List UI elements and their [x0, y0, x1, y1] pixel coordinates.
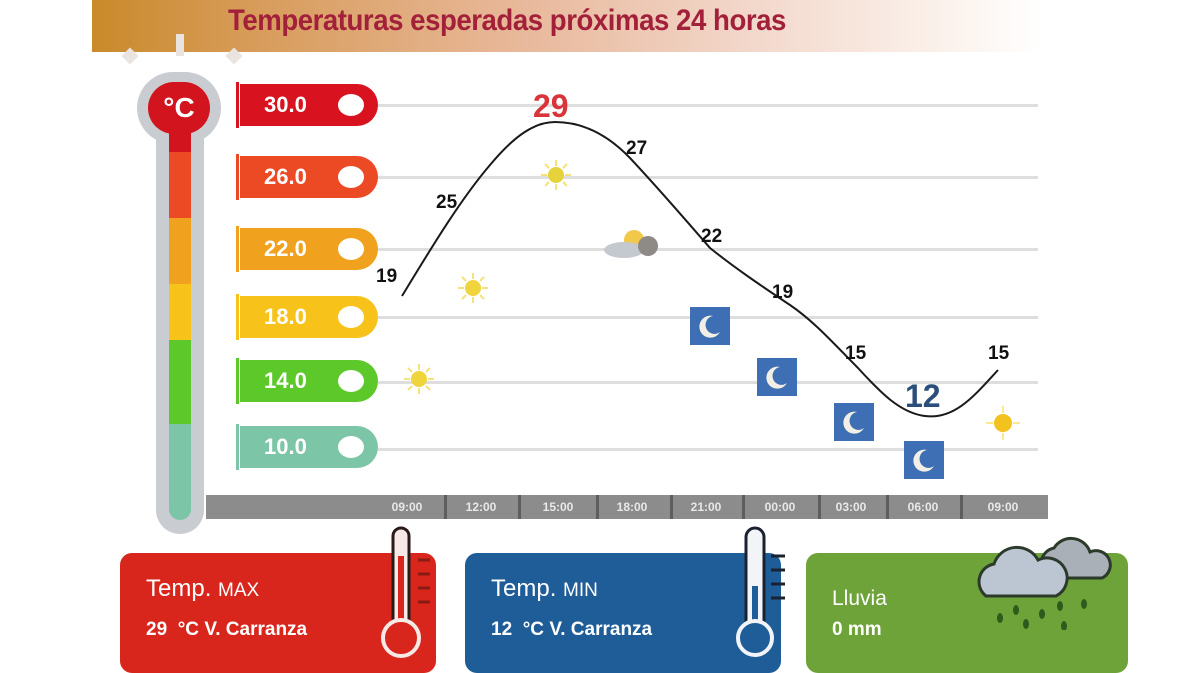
thermometer-hot-icon — [381, 526, 430, 658]
gridline-22 — [378, 248, 1038, 251]
card-title: Temp. MAX — [146, 575, 259, 603]
moon-icon — [834, 403, 874, 441]
card-value-line: 29 °C V. Carranza — [146, 619, 307, 641]
sun-icon — [541, 160, 571, 190]
data-label: 22 — [701, 226, 723, 247]
celsius-icon: °C — [148, 82, 210, 134]
data-label: 19 — [376, 266, 398, 287]
card-unit: °C — [177, 619, 200, 640]
card-title-main: Temp. — [491, 575, 557, 602]
moon-icon — [904, 441, 944, 479]
moon-icon — [690, 307, 730, 345]
scale-tag-label: 30.0 — [264, 92, 307, 117]
thermometer-segment-orange — [169, 152, 191, 218]
page-title: Temperaturas esperadas próximas 24 horas — [228, 4, 786, 37]
x-tick: 18:00 — [616, 500, 648, 514]
x-tick: 03:00 — [835, 500, 867, 514]
card-value: 12 — [491, 619, 513, 640]
scale-tag-bar — [236, 154, 239, 200]
x-separator — [670, 495, 673, 519]
thermometer-cold-icon — [736, 526, 785, 657]
card-unit: °C — [522, 619, 545, 640]
data-label: 15 — [988, 343, 1010, 364]
gridline-26 — [378, 176, 1038, 179]
scale-tag-30: 30.0 — [236, 82, 378, 128]
card-temp-min: Temp. MIN 12 °C V. Carranza — [465, 553, 781, 673]
card-title: Lluvia — [832, 587, 887, 610]
scale-dot-icon — [338, 238, 364, 260]
card-temp-max: Temp. MAX 29 °C V. Carranza — [120, 553, 436, 673]
sun-icon — [458, 273, 488, 303]
x-separator — [444, 495, 447, 519]
scale-tag-label: 26.0 — [264, 164, 307, 189]
x-tick: 06:00 — [907, 500, 939, 514]
x-separator — [818, 495, 821, 519]
scale-dot-icon — [338, 306, 364, 328]
x-tick: 12:00 — [465, 500, 497, 514]
scale-tag-label: 22.0 — [264, 236, 307, 261]
x-axis-bar — [206, 495, 1048, 519]
card-value-line: 12 °C V. Carranza — [491, 619, 652, 641]
gridline-10 — [378, 448, 1038, 451]
sun-icon — [404, 364, 434, 394]
scale-tag-26: 26.0 — [236, 154, 378, 200]
scale-dot-icon — [338, 370, 364, 392]
card-value: 0 mm — [832, 619, 882, 640]
data-label-min: 12 — [905, 378, 941, 414]
card-title-suffix: MIN — [563, 580, 598, 601]
decorative-tick — [176, 34, 184, 56]
scale-tag-22: 22.0 — [236, 226, 378, 272]
scale-dot-icon — [338, 166, 364, 188]
card-place: V. Carranza — [204, 619, 308, 640]
thermometer-segment-amber — [169, 218, 191, 284]
scale-tag-bar — [236, 294, 239, 340]
scale-tag-bar — [236, 226, 239, 272]
scale-tag-18: 18.0 — [236, 294, 378, 340]
data-label: 15 — [845, 343, 867, 364]
x-separator — [960, 495, 963, 519]
scale-dot-icon — [338, 436, 364, 458]
scale-tag-bar — [236, 358, 239, 404]
scale-dot-icon — [338, 94, 364, 116]
sun-icon — [986, 406, 1020, 440]
moon-icon — [757, 358, 797, 396]
partly-cloudy-icon — [604, 230, 658, 258]
x-tick: 15:00 — [542, 500, 574, 514]
scale-tag-bar — [236, 82, 239, 128]
data-label: 19 — [772, 282, 794, 303]
rain-cloud-icon — [977, 536, 1112, 630]
x-tick: 09:00 — [987, 500, 1019, 514]
card-title: Temp. MIN — [491, 575, 598, 603]
scale-tag-label: 18.0 — [264, 304, 307, 329]
thermometer-segment-red — [169, 128, 191, 152]
data-label: 25 — [436, 192, 458, 213]
thermometer-segment-green — [169, 340, 191, 424]
scale-tag-10: 10.0 — [236, 424, 378, 470]
x-separator — [886, 495, 889, 519]
data-label-max: 29 — [533, 88, 569, 124]
card-title-main: Temp. — [146, 575, 212, 602]
x-tick: 21:00 — [690, 500, 722, 514]
data-label: 27 — [626, 138, 648, 159]
gridline-14 — [378, 381, 1038, 384]
x-tick: 09:00 — [391, 500, 423, 514]
scale-tag-label: 10.0 — [264, 434, 307, 459]
scale-tag-label: 14.0 — [264, 368, 307, 393]
scale-tag-bar — [236, 424, 239, 470]
gridline-30 — [378, 104, 1038, 107]
thermometer-segment-teal — [169, 424, 191, 520]
header-banner — [92, 0, 1042, 52]
thermometer-segment-yellow — [169, 284, 191, 340]
card-place: V. Carranza — [549, 619, 653, 640]
card-title-suffix: MAX — [218, 580, 260, 601]
x-separator — [518, 495, 521, 519]
x-separator — [742, 495, 745, 519]
scale-tag-14: 14.0 — [236, 358, 378, 404]
x-tick: 00:00 — [764, 500, 796, 514]
x-separator — [596, 495, 599, 519]
card-value: 29 — [146, 619, 168, 640]
